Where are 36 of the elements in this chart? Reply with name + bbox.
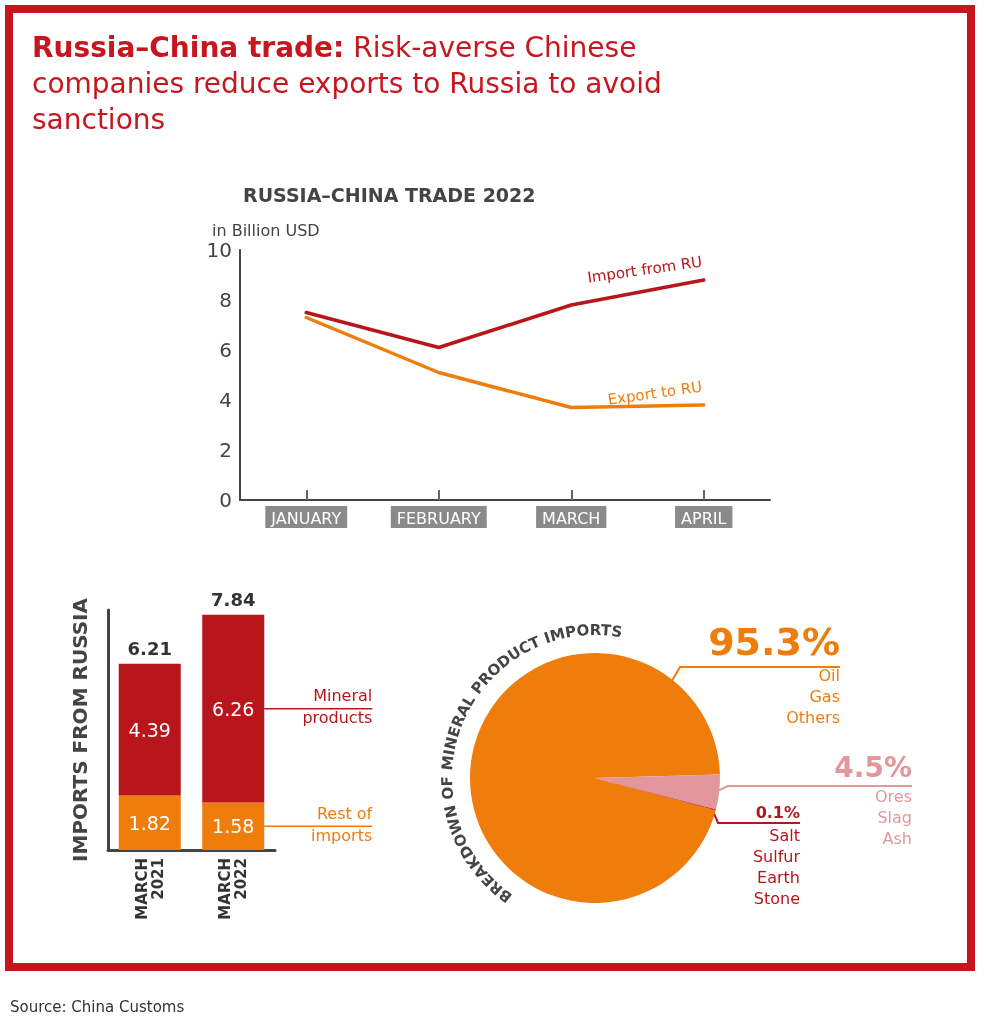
x-tick-label: MARCH 2021 [132,858,167,920]
total-label: 6.21 [127,638,172,660]
y-axis-title: IMPORTS FROM RUSSIA [68,597,92,862]
text: Export to RU [606,377,704,409]
chart-subtitle: RUSSIA–CHINA TRADE 2022 [243,183,536,206]
slice-label: Oil Gas Others [786,666,840,728]
slice-label: Ores Slag Ash [875,786,912,848]
text: Import from RU [586,252,704,287]
y-tick-label: 2 [219,438,232,462]
x-tick-label: JANUARY [270,508,342,528]
chart-title: Russia–China trade: Risk-averse Chinese companies reduce exports to Russia to avoid sanctions [32,30,663,138]
text: Mineral products [302,686,373,728]
bar [118,795,181,850]
slice-label: Salt Sulfur Earth Stone [752,825,801,908]
y-tick-label: 10 [206,238,232,262]
text: Rest of imports [311,803,373,845]
y-axis-title: in Billion USD [212,220,320,240]
line-series [304,315,706,410]
data-label: 0.1% [755,803,800,823]
source-note: Source: China Customs [10,998,185,1016]
y-tick-label: 8 [219,288,232,312]
x-tick-label: MARCH [542,508,601,528]
bar [118,663,181,796]
x-tick-label: FEBRUARY [396,508,481,528]
data-label: 1.58 [212,815,255,838]
x-tick-label: MARCH 2022 [216,858,251,920]
data-label: 4.39 [128,718,171,741]
data-label: 95.3% [708,620,840,665]
data-label: 6.26 [212,697,255,720]
y-tick-label: 6 [219,338,232,362]
total-label: 7.84 [211,589,256,611]
data-label: 4.5% [834,751,912,785]
data-label: 1.82 [128,811,171,834]
x-tick-label: APRIL [681,508,727,528]
y-tick-label: 0 [219,488,232,512]
y-tick-label: 4 [219,388,232,412]
